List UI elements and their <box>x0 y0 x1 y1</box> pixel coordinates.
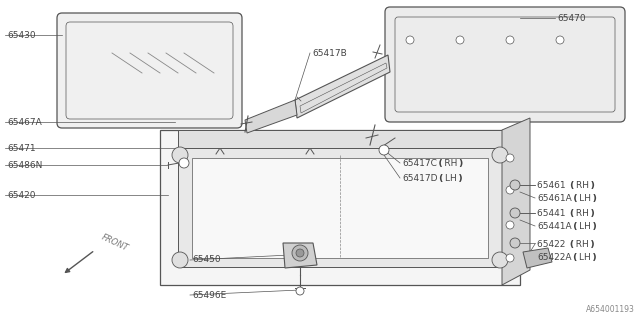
Text: A654001193: A654001193 <box>586 305 635 314</box>
Circle shape <box>172 252 188 268</box>
Circle shape <box>510 208 520 218</box>
Text: 65420: 65420 <box>7 190 35 199</box>
Circle shape <box>296 249 304 257</box>
Text: 65422 ❪RH❫: 65422 ❪RH❫ <box>537 239 596 249</box>
Text: 65461 ❪RH❫: 65461 ❪RH❫ <box>537 180 596 189</box>
Text: 65441A❪LH❫: 65441A❪LH❫ <box>537 221 598 230</box>
Text: 65486N: 65486N <box>7 161 42 170</box>
Text: 65450: 65450 <box>192 255 221 265</box>
Polygon shape <box>245 100 297 133</box>
Polygon shape <box>502 118 530 285</box>
Circle shape <box>506 254 514 262</box>
Polygon shape <box>283 243 317 268</box>
Text: 65417C❪RH❫: 65417C❪RH❫ <box>402 158 465 167</box>
Polygon shape <box>160 130 520 285</box>
Circle shape <box>510 238 520 248</box>
Circle shape <box>492 252 508 268</box>
Circle shape <box>492 147 508 163</box>
Text: 65417B: 65417B <box>312 49 347 58</box>
Circle shape <box>506 221 514 229</box>
Polygon shape <box>192 158 488 258</box>
FancyBboxPatch shape <box>385 7 625 122</box>
Text: 65422A❪LH❫: 65422A❪LH❫ <box>537 252 598 261</box>
FancyBboxPatch shape <box>395 17 615 112</box>
Circle shape <box>292 245 308 261</box>
Circle shape <box>179 158 189 168</box>
Circle shape <box>506 154 514 162</box>
Text: 65430: 65430 <box>7 30 36 39</box>
Text: 65461A❪LH❫: 65461A❪LH❫ <box>537 194 598 203</box>
Polygon shape <box>295 55 390 118</box>
Text: 65496E: 65496E <box>192 291 227 300</box>
Circle shape <box>406 36 414 44</box>
FancyBboxPatch shape <box>57 13 242 128</box>
Circle shape <box>456 36 464 44</box>
Text: 65417D❪LH❫: 65417D❪LH❫ <box>402 173 464 182</box>
Polygon shape <box>178 148 502 267</box>
Text: 65471: 65471 <box>7 143 36 153</box>
Text: 65467A: 65467A <box>7 117 42 126</box>
Circle shape <box>506 186 514 194</box>
Text: 65470: 65470 <box>557 13 586 22</box>
Polygon shape <box>178 130 502 148</box>
Polygon shape <box>300 63 387 113</box>
Circle shape <box>296 287 304 295</box>
FancyBboxPatch shape <box>66 22 233 119</box>
Circle shape <box>379 145 389 155</box>
Text: FRONT: FRONT <box>100 233 130 253</box>
Circle shape <box>172 147 188 163</box>
Circle shape <box>506 36 514 44</box>
Circle shape <box>510 180 520 190</box>
Text: 65441 ❪RH❫: 65441 ❪RH❫ <box>537 209 596 218</box>
Polygon shape <box>523 248 552 268</box>
Circle shape <box>556 36 564 44</box>
